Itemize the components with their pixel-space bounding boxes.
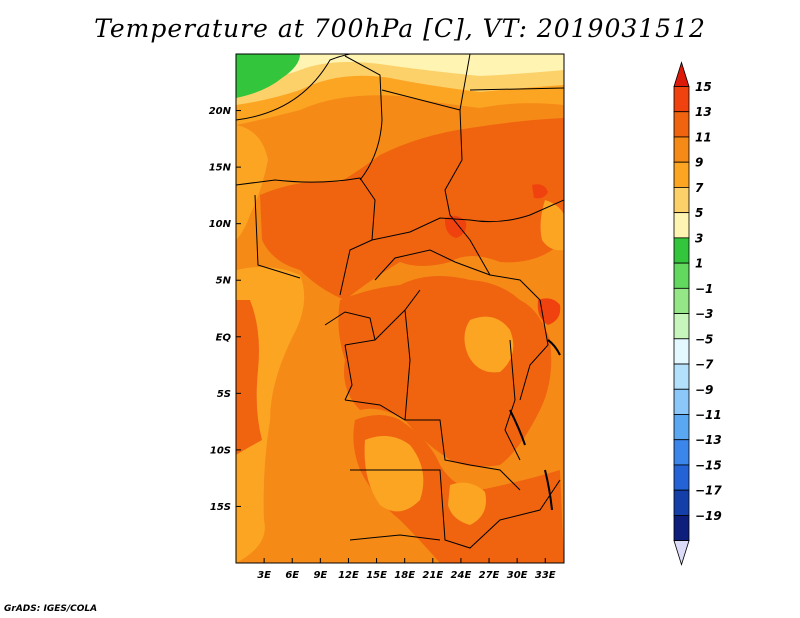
- colorbar-swatch: [673, 86, 690, 113]
- lat-tick-label: 15S: [210, 502, 231, 513]
- temperature-zone-1-north: [236, 54, 300, 98]
- border-line: [344, 55, 383, 181]
- lat-tick-label: 5S: [217, 389, 231, 400]
- border-line: [371, 199, 564, 241]
- colorbar-bottom-arrow: [673, 540, 690, 566]
- colorbar-level-label: −19: [695, 509, 722, 523]
- border-line: [324, 311, 376, 346]
- lon-tick-label: 6E: [285, 570, 299, 581]
- lon-tick-label: 3E: [257, 570, 271, 581]
- border-line: [350, 469, 561, 549]
- colorbar-level-label: 1: [695, 257, 703, 271]
- lake-victoria: [547, 339, 561, 356]
- border-line: [404, 309, 411, 421]
- lon-tick-label: 18E: [394, 570, 415, 581]
- colorbar-level-label: −5: [695, 332, 713, 346]
- colorbar-swatch: [673, 363, 690, 390]
- border-line: [444, 109, 491, 276]
- lat-tick-label: 10N: [209, 219, 232, 230]
- temperature-zone-11-coast: [236, 300, 262, 455]
- colorbar-level-label: −3: [695, 307, 713, 321]
- temperature-field: [236, 54, 564, 563]
- border-line: [236, 177, 376, 296]
- colorbar-swatch: [673, 388, 690, 415]
- colorbar-swatch: [673, 237, 690, 264]
- colorbar-level-label: −7: [695, 358, 714, 372]
- lon-tick-label: 12E: [338, 570, 359, 581]
- temperature-zone-11-north: [260, 118, 564, 300]
- lon-tick-label: 15E: [366, 570, 387, 581]
- border-line: [254, 194, 301, 279]
- lake-malawi: [544, 469, 553, 511]
- border-line: [374, 249, 541, 301]
- colorbar: 15 13 11 9 7 5 3 1 −1 −3 −5 −7 −9 −11 −13 −15 −17 −19: [673, 61, 722, 566]
- colorbar-swatch: [673, 287, 690, 314]
- colorbar-swatch: [673, 313, 690, 340]
- longitude-axis: 3E 6E 9E 12E 15E 18E 21E 24E 27E 30E 33E: [257, 558, 556, 581]
- border-line: [504, 339, 521, 461]
- colorbar-swatch: [673, 136, 690, 163]
- lake-tanganyika: [509, 409, 526, 446]
- colorbar-swatch: [673, 515, 690, 542]
- temperature-zone-7-east: [540, 200, 564, 251]
- colorbar-swatch: [673, 161, 690, 188]
- map-frame: [235, 53, 565, 564]
- colorbar-level-label: 7: [695, 181, 704, 195]
- lon-tick-label: 33E: [535, 570, 556, 581]
- colorbar-level-label: −17: [695, 484, 722, 498]
- border-line: [469, 87, 564, 91]
- country-borders: [236, 54, 564, 549]
- colorbar-level-label: 5: [695, 206, 703, 220]
- lon-tick-label: 24E: [451, 570, 472, 581]
- border-line: [349, 534, 441, 541]
- lat-tick-label: 10S: [210, 445, 231, 456]
- colorbar-swatch: [673, 489, 690, 516]
- border-line: [519, 299, 549, 401]
- colorbar-level-label: −9: [695, 383, 713, 397]
- colorbar-top-arrow: [673, 61, 690, 87]
- colorbar-level-label: 11: [695, 130, 712, 144]
- temperature-zone-13-chad: [444, 215, 467, 238]
- colorbar-swatch: [673, 187, 690, 214]
- colorbar-swatch: [673, 111, 690, 138]
- colorbar-level-label: 3: [695, 231, 703, 245]
- lon-tick-label: 9E: [313, 570, 327, 581]
- colorbar-swatch: [673, 338, 690, 365]
- temperature-zone-13-sudan: [532, 184, 548, 199]
- lat-tick-label: 5N: [216, 276, 232, 287]
- lon-tick-label: 30E: [507, 570, 528, 581]
- colorbar-level-label: 9: [695, 156, 703, 170]
- border-line: [236, 54, 351, 121]
- temperature-zone-3-north: [270, 54, 564, 76]
- temperature-zone-7-angola: [364, 436, 424, 512]
- border-line: [344, 399, 471, 466]
- grads-credit: GrADS: IGES/COLA: [4, 604, 98, 614]
- colorbar-swatch: [673, 439, 690, 466]
- border-line: [344, 344, 353, 401]
- map-title: Temperature at 700hPa [C], VT: 201903151…: [94, 14, 706, 43]
- colorbar-swatch: [673, 262, 690, 289]
- colorbar-swatch: [673, 414, 690, 441]
- colorbar-swatch: [673, 212, 690, 239]
- latitude-axis: 20N 15N 10N 5N EQ 5S 10S 15S: [209, 106, 241, 513]
- colorbar-swatch: [673, 464, 690, 491]
- lat-tick-label: EQ: [216, 332, 232, 343]
- border-line: [469, 464, 521, 491]
- lat-tick-label: 20N: [209, 106, 232, 117]
- colorbar-level-label: 13: [695, 105, 712, 119]
- lat-tick-label: 15N: [209, 163, 232, 174]
- lon-tick-label: 21E: [422, 570, 443, 581]
- temperature-zone-7-zambia: [448, 482, 486, 525]
- colorbar-level-label: −13: [695, 433, 722, 447]
- colorbar-level-label: −15: [695, 458, 722, 472]
- temperature-zone-7-congo: [464, 316, 514, 373]
- lon-tick-label: 27E: [479, 570, 500, 581]
- colorbar-level-label: −11: [695, 408, 722, 422]
- colorbar-level-label: −1: [695, 282, 713, 296]
- colorbar-level-label: 15: [695, 80, 712, 94]
